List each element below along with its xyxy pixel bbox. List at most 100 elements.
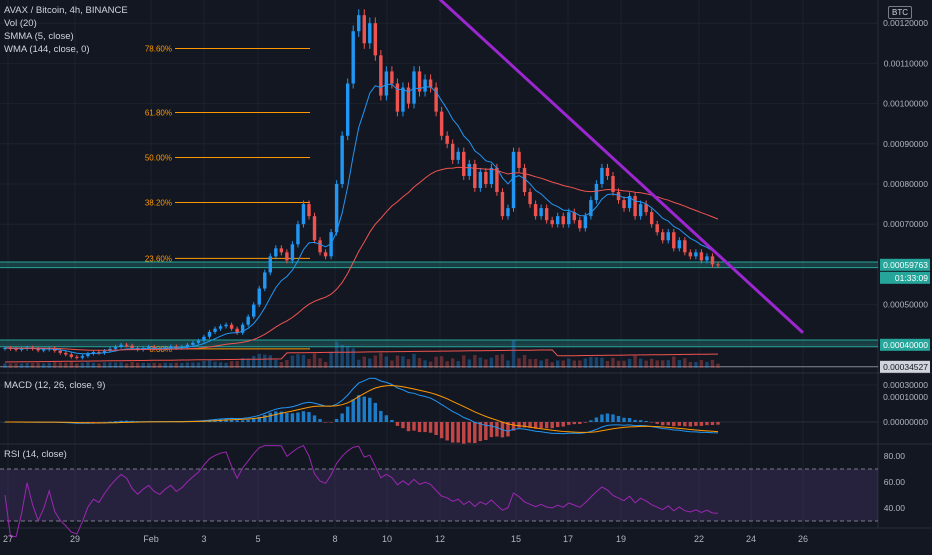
candle-body xyxy=(196,340,201,343)
macd-histogram-bar xyxy=(649,422,654,423)
macd-histogram-bar xyxy=(263,414,267,422)
macd-histogram-bar xyxy=(412,422,416,431)
candle-body xyxy=(334,184,339,233)
volume-bar xyxy=(235,361,239,368)
candle-body xyxy=(268,256,273,273)
volume-bar xyxy=(611,357,615,368)
macd-histogram-bar xyxy=(290,413,295,422)
candle-body xyxy=(478,171,483,189)
price-tick-label: 0.00100000 xyxy=(883,99,928,109)
volume-bar xyxy=(500,354,505,368)
volume-bar xyxy=(75,363,79,368)
volume-bar xyxy=(589,356,593,368)
macd-histogram-bar xyxy=(307,412,311,422)
volume-bar xyxy=(213,361,217,368)
macd-histogram-bar xyxy=(555,422,560,428)
volume-ma-line xyxy=(4,349,718,363)
macd-histogram-bar xyxy=(274,411,278,422)
volume-bar xyxy=(395,355,400,368)
volume-bar xyxy=(644,360,648,368)
macd-histogram-bar xyxy=(489,422,494,438)
candle-body xyxy=(649,212,654,225)
volume-bar xyxy=(229,361,234,368)
volume-bar xyxy=(666,360,670,368)
macd-histogram-bar xyxy=(362,396,366,422)
candle-body xyxy=(263,272,267,289)
macd-histogram-bar xyxy=(661,422,665,426)
wma-legend[interactable]: WMA (144, close, 0) xyxy=(4,44,90,55)
volume-bar xyxy=(710,359,715,368)
candle-body xyxy=(666,232,670,241)
candle-body xyxy=(64,352,68,355)
macd-histogram-bar xyxy=(113,421,118,422)
volume-bar xyxy=(257,353,261,368)
macd-histogram-bar xyxy=(462,422,466,444)
candle-body xyxy=(368,23,372,44)
macd-histogram-bar xyxy=(428,422,433,433)
volume-bar xyxy=(169,363,173,368)
volume-bar xyxy=(30,363,35,368)
candle-body xyxy=(207,331,212,337)
smma-legend[interactable]: SMMA (5, close) xyxy=(4,31,74,42)
macd-legend[interactable]: MACD (12, 26, close, 9) xyxy=(4,380,106,391)
candle-body xyxy=(561,216,565,225)
support-tag-bg xyxy=(880,360,930,373)
macd-histogram-bar xyxy=(467,422,471,443)
time-tick-label: 5 xyxy=(255,534,260,544)
rsi-legend[interactable]: RSI (14, close) xyxy=(4,449,67,460)
volume-bar xyxy=(312,353,317,368)
macd-histogram-bar xyxy=(655,422,659,424)
macd-histogram-bar xyxy=(578,422,582,424)
candle-body xyxy=(146,346,151,349)
candle-body xyxy=(677,240,682,249)
trendline[interactable] xyxy=(409,0,805,334)
macd-histogram-bar xyxy=(395,422,400,426)
macd-histogram-bar xyxy=(605,413,610,422)
volume-bar xyxy=(467,359,471,368)
macd-histogram-bar xyxy=(97,422,101,423)
vol-legend[interactable]: Vol (20) xyxy=(4,18,37,29)
macd-histogram-bar xyxy=(235,420,239,422)
candle-body xyxy=(445,135,449,144)
currency-badge[interactable]: BTC xyxy=(888,6,912,19)
volume-bar xyxy=(462,355,466,368)
macd-histogram-bar xyxy=(456,422,460,443)
macd-histogram-bar xyxy=(495,422,499,437)
macd-histogram-bar xyxy=(544,422,549,429)
candle-body xyxy=(683,240,687,253)
volume-bar xyxy=(224,362,228,368)
volume-bar xyxy=(318,358,322,368)
candle-body xyxy=(694,252,698,257)
candle-body xyxy=(290,244,295,261)
macd-histogram-bar xyxy=(240,420,245,422)
macd-histogram-bar xyxy=(550,422,554,429)
volume-bar xyxy=(489,357,494,368)
macd-histogram-bar xyxy=(517,422,521,428)
volume-bar xyxy=(550,362,554,368)
macd-histogram-bar xyxy=(268,412,273,422)
volume-bar xyxy=(362,356,366,368)
candle-body xyxy=(202,336,206,341)
macd-histogram-bar xyxy=(572,422,577,425)
candle-body xyxy=(594,184,599,201)
candle-body xyxy=(462,151,466,176)
volume-bar xyxy=(622,360,626,368)
candle-body xyxy=(124,344,129,346)
candle-body xyxy=(312,216,317,241)
rsi-tick-label: 60.00 xyxy=(884,477,906,487)
fibonacci-retracement[interactable]: 100.00%78.60%61.80%50.00%38.20%23.60%0.0… xyxy=(140,0,310,354)
candle-body xyxy=(390,71,394,84)
volume-bar xyxy=(64,362,68,368)
volume-bar xyxy=(677,360,682,368)
volume-bar xyxy=(511,340,516,368)
macd-histogram-bar xyxy=(390,419,394,422)
candle-body xyxy=(3,348,7,350)
volume-bar xyxy=(583,358,588,368)
macd-histogram-bar xyxy=(633,419,637,422)
volume-bar xyxy=(401,356,405,368)
volume-bar xyxy=(384,356,389,368)
volume-bar xyxy=(334,341,339,368)
time-tick-label: 15 xyxy=(511,534,521,544)
macd-histogram-bar xyxy=(622,417,626,422)
